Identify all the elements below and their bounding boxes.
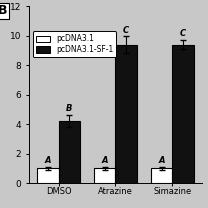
- Bar: [151, 168, 172, 183]
- Bar: [37, 168, 59, 183]
- Text: A: A: [101, 156, 108, 165]
- Text: B: B: [0, 4, 7, 17]
- Text: A: A: [45, 156, 51, 165]
- Bar: [59, 121, 80, 183]
- Text: A: A: [158, 156, 165, 165]
- Legend: pcDNA3.1, pcDNA3.1-SF-1: pcDNA3.1, pcDNA3.1-SF-1: [33, 31, 116, 57]
- Text: C: C: [123, 26, 129, 35]
- Text: C: C: [180, 29, 186, 38]
- Text: B: B: [66, 104, 73, 114]
- Bar: [94, 168, 115, 183]
- Bar: [172, 45, 194, 183]
- Bar: [115, 45, 137, 183]
